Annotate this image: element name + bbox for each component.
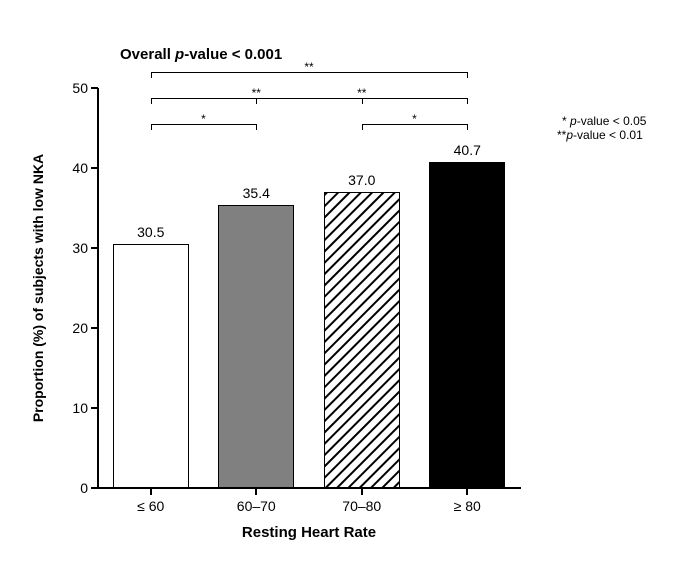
overall-pvalue-annotation: Overall p-value < 0.001 (120, 46, 282, 63)
bar-value-label: 35.4 (243, 185, 270, 201)
y-tick (91, 327, 98, 329)
bar (324, 192, 400, 488)
y-axis-label: Proportion (%) of subjects with low NKA (30, 154, 46, 422)
x-tick (255, 488, 257, 495)
significance-label: ** (357, 86, 366, 100)
y-tick-label: 10 (62, 400, 88, 416)
y-tick-label: 50 (62, 80, 88, 96)
y-tick (91, 87, 98, 89)
y-tick (91, 487, 98, 489)
x-tick-label: ≥ 80 (454, 498, 481, 514)
y-tick (91, 407, 98, 409)
plot-area: 0102030405030.5≤ 6035.460–7037.070–8040.… (98, 88, 520, 488)
x-tick-label: ≤ 60 (137, 498, 164, 514)
x-tick (361, 488, 363, 495)
bar (113, 244, 189, 488)
y-tick (91, 247, 98, 249)
x-tick-label: 70–80 (342, 498, 381, 514)
bar-value-label: 30.5 (137, 224, 164, 240)
significance-label: * (201, 112, 206, 126)
y-axis (97, 88, 99, 488)
x-tick-label: 60–70 (237, 498, 276, 514)
significance-label: ** (304, 60, 313, 74)
y-tick-label: 20 (62, 320, 88, 336)
bar (429, 162, 505, 488)
x-tick (466, 488, 468, 495)
x-tick (150, 488, 152, 495)
bar (218, 205, 294, 488)
y-tick-label: 0 (62, 480, 88, 496)
y-tick-label: 30 (62, 240, 88, 256)
y-tick (91, 167, 98, 169)
y-tick-label: 40 (62, 160, 88, 176)
bar-value-label: 37.0 (348, 172, 375, 188)
bar-value-label: 40.7 (454, 142, 481, 158)
figure: Overall p-value < 0.001 * p-value < 0.05… (0, 0, 692, 573)
x-axis-label: Resting Heart Rate (242, 524, 376, 541)
significance-label: * (412, 112, 417, 126)
